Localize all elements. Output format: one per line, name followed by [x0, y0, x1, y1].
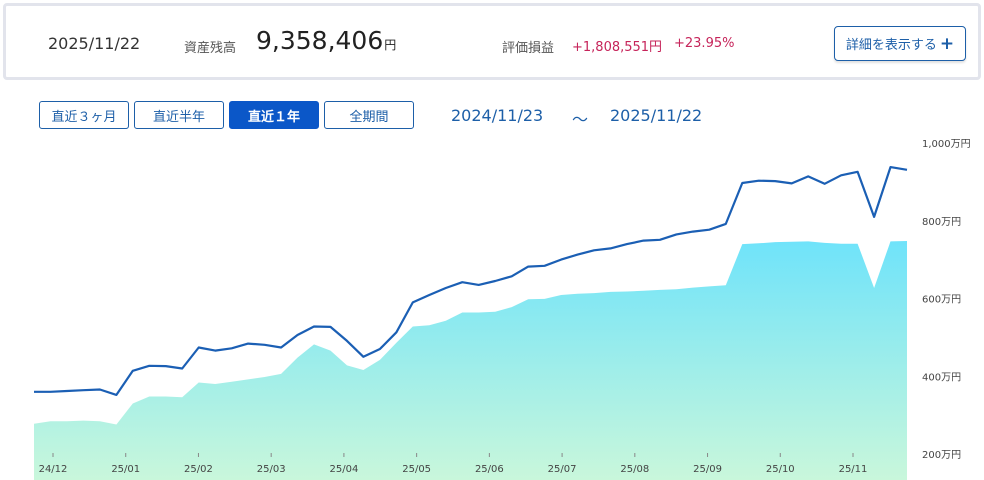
period-all-button[interactable]: 全期間	[324, 101, 414, 129]
period-3-months-button[interactable]: 直近３ヶ月	[39, 101, 129, 129]
x-tick-label: 25/05	[402, 464, 431, 475]
y-tick-label: 800万円	[922, 217, 961, 228]
x-tick-label: 25/08	[620, 464, 649, 475]
balance-value: 9,358,406円	[256, 26, 396, 55]
period-6-months-button[interactable]: 直近半年	[134, 101, 224, 129]
line-series	[34, 165, 908, 396]
x-tick-label: 25/10	[766, 464, 795, 475]
x-tick-label: 25/07	[548, 464, 577, 475]
profit-loss-label: 評価損益	[502, 41, 555, 56]
y-tick-label: 600万円	[922, 295, 961, 306]
y-tick-label: 200万円	[922, 450, 961, 461]
x-tick-label: 25/11	[839, 464, 868, 475]
show-details-button[interactable]: 詳細を表示する +	[834, 26, 966, 61]
y-tick-label: 1,000万円	[922, 139, 971, 150]
range-start-date: 2024/11/23	[451, 106, 544, 125]
x-tick-label: 25/03	[257, 464, 286, 475]
x-tick-label: 24/12	[39, 464, 68, 475]
balance-unit: 円	[384, 38, 397, 52]
profit-loss-value: +1,808,551円	[572, 40, 663, 55]
plus-icon: +	[939, 33, 955, 54]
profit-loss-percent: +23.95%	[674, 36, 735, 51]
x-tick-label: 25/01	[111, 464, 140, 475]
x-tick-label: 25/04	[329, 464, 358, 475]
x-tick-label: 25/02	[184, 464, 213, 475]
y-tick-label: 400万円	[922, 372, 961, 383]
range-separator: ～	[572, 110, 589, 129]
area-series	[34, 241, 907, 480]
x-tick-label: 25/06	[475, 464, 504, 475]
x-tick-label: 25/09	[693, 464, 722, 475]
balance-number: 9,358,406	[256, 26, 384, 55]
period-1-year-button[interactable]: 直近１年	[229, 101, 319, 129]
asset-summary-card: 2025/11/22 資産残高 9,358,406円 評価損益 +1,808,5…	[3, 3, 981, 80]
balance-label: 資産残高	[184, 41, 237, 56]
show-details-label: 詳細を表示する	[845, 38, 937, 53]
asset-chart: 1,000万円 800万円 600万円 400万円 200万円 24/12 25/01 25/…	[34, 139, 971, 480]
range-end-date: 2025/11/22	[610, 106, 703, 125]
summary-date: 2025/11/22	[48, 34, 141, 53]
